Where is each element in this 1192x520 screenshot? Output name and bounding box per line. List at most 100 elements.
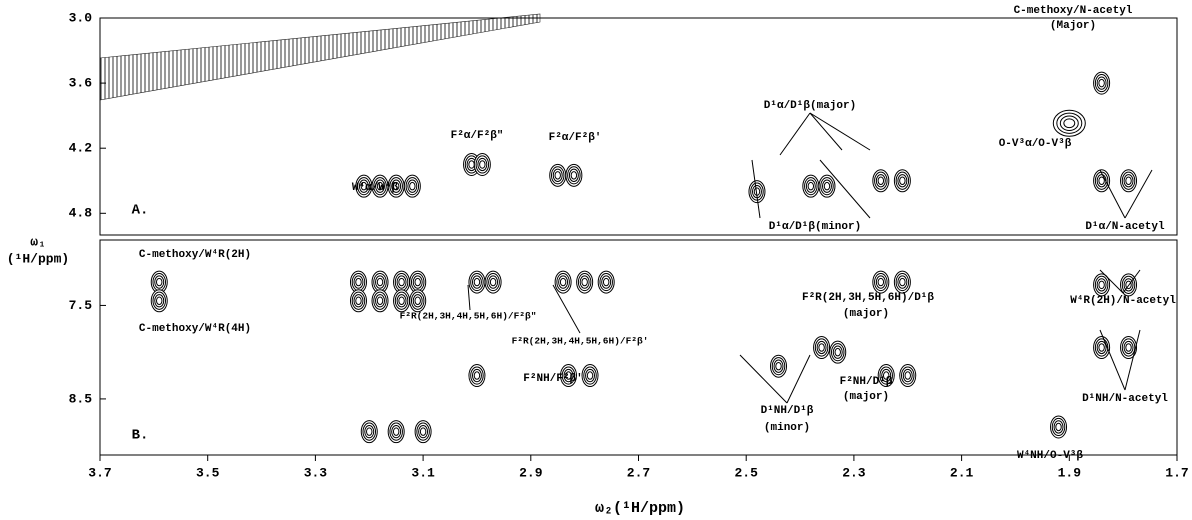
peak bbox=[550, 164, 566, 186]
annotation: (Major) bbox=[1050, 20, 1096, 32]
contour bbox=[598, 271, 614, 293]
peak bbox=[404, 175, 420, 197]
peak bbox=[474, 153, 490, 175]
annotation: D¹α/D¹β(minor) bbox=[769, 221, 861, 233]
peak bbox=[410, 290, 426, 312]
contour bbox=[361, 421, 377, 443]
y-tick-label: 7.5 bbox=[69, 298, 93, 313]
contour bbox=[577, 271, 593, 293]
y-tick-label: 4.8 bbox=[69, 206, 93, 221]
y-tick-label: 4.2 bbox=[69, 141, 93, 156]
peak bbox=[814, 337, 830, 359]
contour bbox=[582, 365, 598, 387]
contour bbox=[873, 170, 889, 192]
peak bbox=[1121, 170, 1137, 192]
x-tick-label: 2.1 bbox=[950, 465, 974, 480]
peak bbox=[577, 271, 593, 293]
contour bbox=[555, 271, 571, 293]
annotation: D¹NH/N-acetyl bbox=[1082, 393, 1168, 405]
leader-line bbox=[787, 355, 810, 403]
x-tick-label: 1.7 bbox=[1165, 465, 1188, 480]
contour bbox=[151, 290, 167, 312]
x-tick-label: 3.3 bbox=[304, 465, 328, 480]
x-tick-label: 2.5 bbox=[734, 465, 758, 480]
contour bbox=[350, 290, 366, 312]
annotation: F²R(2H,3H,5H,6H)/D¹β bbox=[802, 292, 934, 304]
annotation: F²R(2H,3H,4H,5H,6H)/F²β′ bbox=[512, 336, 649, 347]
x-label: ω₂(¹H/ppm) bbox=[595, 500, 685, 517]
contour bbox=[814, 337, 830, 359]
contour bbox=[404, 175, 420, 197]
peak bbox=[803, 175, 819, 197]
peak bbox=[151, 290, 167, 312]
annotation: B. bbox=[132, 428, 149, 444]
annotation: F²NH/D¹β bbox=[840, 376, 893, 388]
leader-line bbox=[468, 285, 470, 310]
peak bbox=[894, 271, 910, 293]
x-tick-label: 2.7 bbox=[627, 465, 650, 480]
annotation: C-methoxy/W⁴R(4H) bbox=[139, 323, 251, 335]
peak bbox=[771, 355, 787, 377]
y-label-2: (¹H/ppm) bbox=[7, 251, 69, 266]
panel-b-frame bbox=[100, 240, 1177, 455]
annotation: C-methoxy/N-acetyl bbox=[1014, 5, 1133, 17]
y-tick-label: 3.6 bbox=[69, 76, 93, 91]
contour bbox=[1053, 110, 1085, 136]
peak bbox=[819, 175, 835, 197]
contour bbox=[900, 365, 916, 387]
peak bbox=[873, 271, 889, 293]
contour bbox=[1094, 72, 1110, 94]
annotation: F²R(2H,3H,4H,5H,6H)/F²β″ bbox=[400, 311, 537, 322]
annotation: A. bbox=[132, 203, 149, 219]
annotation: (major) bbox=[843, 391, 889, 403]
peak bbox=[566, 164, 582, 186]
contour bbox=[771, 355, 787, 377]
contour bbox=[566, 164, 582, 186]
annotation: (minor) bbox=[764, 422, 810, 434]
contour bbox=[1121, 170, 1137, 192]
nmr-figure: ω₁ (¹H/ppm) ω₂(¹H/ppm) 3.03.64.24.8C-met… bbox=[0, 0, 1192, 520]
contour bbox=[388, 421, 404, 443]
peak bbox=[830, 341, 846, 363]
x-tick-label: 2.3 bbox=[842, 465, 866, 480]
x-tick-label: 3.1 bbox=[411, 465, 435, 480]
contour bbox=[830, 341, 846, 363]
contour bbox=[469, 365, 485, 387]
annotation: O-V³α/O-V³β bbox=[999, 138, 1072, 150]
peak bbox=[555, 271, 571, 293]
annotation: W⁴α/W⁴β bbox=[352, 182, 399, 194]
leader-line bbox=[780, 113, 810, 155]
peak bbox=[469, 271, 485, 293]
peak bbox=[372, 290, 388, 312]
contour bbox=[474, 153, 490, 175]
leader-line bbox=[810, 113, 842, 150]
contour bbox=[469, 271, 485, 293]
annotation: W⁴NH/O-V³β bbox=[1017, 450, 1083, 462]
peak bbox=[361, 421, 377, 443]
peak bbox=[485, 271, 501, 293]
annotation: F²α/F²β″ bbox=[451, 130, 504, 142]
peak bbox=[469, 365, 485, 387]
x-tick-label: 1.9 bbox=[1058, 465, 1082, 480]
contour bbox=[410, 290, 426, 312]
peak bbox=[894, 170, 910, 192]
peak bbox=[873, 170, 889, 192]
peak bbox=[598, 271, 614, 293]
annotation: (major) bbox=[843, 308, 889, 320]
annotation: D¹NH/D¹β bbox=[761, 405, 814, 417]
annotation: D¹α/D¹β(major) bbox=[764, 100, 856, 112]
y-tick-label: 3.0 bbox=[69, 10, 93, 25]
contour bbox=[873, 271, 889, 293]
x-tick-label: 3.7 bbox=[88, 465, 111, 480]
contour bbox=[894, 271, 910, 293]
x-tick-label: 3.5 bbox=[196, 465, 220, 480]
peak bbox=[582, 365, 598, 387]
annotation: F²α/F²β′ bbox=[549, 132, 602, 144]
peak bbox=[388, 421, 404, 443]
contour bbox=[803, 175, 819, 197]
contour bbox=[394, 290, 410, 312]
annotation: W⁴R(2H)/N-acetyl bbox=[1070, 295, 1176, 307]
contour bbox=[485, 271, 501, 293]
peak bbox=[350, 290, 366, 312]
contour bbox=[372, 290, 388, 312]
